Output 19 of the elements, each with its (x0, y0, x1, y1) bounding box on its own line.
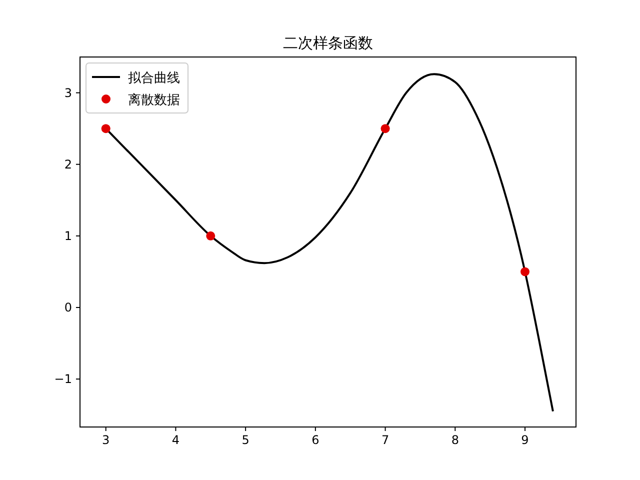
y-tick-label: 0 (64, 300, 72, 314)
x-tick-label: 8 (451, 433, 459, 447)
y-tick-label: −1 (54, 372, 72, 386)
x-tick-label: 5 (242, 433, 250, 447)
x-tick-label: 4 (172, 433, 180, 447)
x-tick-label: 3 (102, 433, 110, 447)
legend-label: 离散数据 (128, 92, 180, 108)
x-tick-label: 7 (381, 433, 390, 447)
point (101, 124, 110, 134)
x-tick-label: 9 (521, 433, 529, 447)
y-tick-label: 2 (64, 157, 72, 172)
point (206, 231, 216, 240)
y-tick-label: 3 (64, 86, 72, 100)
y-tick-label: 1 (64, 228, 72, 243)
chart-title: 二次样条函数 (283, 34, 373, 52)
x-tick-label: 6 (312, 433, 320, 447)
legend-label: 拟合曲线 (128, 71, 180, 86)
point (520, 267, 530, 276)
point (380, 124, 390, 134)
